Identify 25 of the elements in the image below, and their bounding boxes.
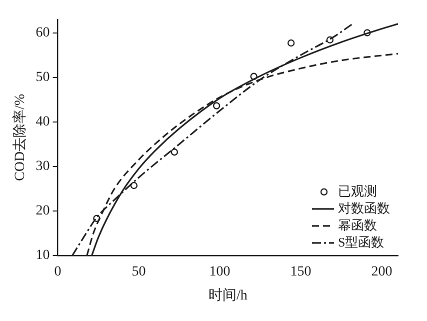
y-tick-label: 10 (36, 248, 50, 264)
point (93, 214, 100, 222)
x-axis-title: 时间/h (208, 287, 248, 304)
point (326, 36, 334, 44)
legend-label: 幂函数 (338, 217, 377, 232)
x-tick-label: 150 (290, 264, 312, 280)
y-tick-label: 30 (36, 159, 50, 174)
y-tick-label: 60 (36, 25, 50, 40)
y-axis-title: COD去除率/% (12, 94, 28, 181)
point (250, 72, 258, 80)
y-tick-label: 40 (36, 114, 50, 130)
legend-label: 对数函数 (338, 200, 390, 216)
x-tick-label: 0 (54, 264, 62, 280)
y-tick-label: 50 (36, 70, 50, 85)
point (170, 148, 178, 156)
x-tick-label: 50 (132, 264, 146, 280)
x-tick-label: 200 (371, 264, 392, 280)
point (212, 102, 220, 110)
legend-label: 已观测 (338, 183, 377, 198)
legend-label: S型函数 (338, 234, 384, 250)
x-tick-label: 100 (209, 264, 230, 280)
point (364, 29, 371, 36)
point (287, 39, 295, 47)
y-tick-label: 20 (36, 204, 50, 219)
point (130, 182, 138, 190)
